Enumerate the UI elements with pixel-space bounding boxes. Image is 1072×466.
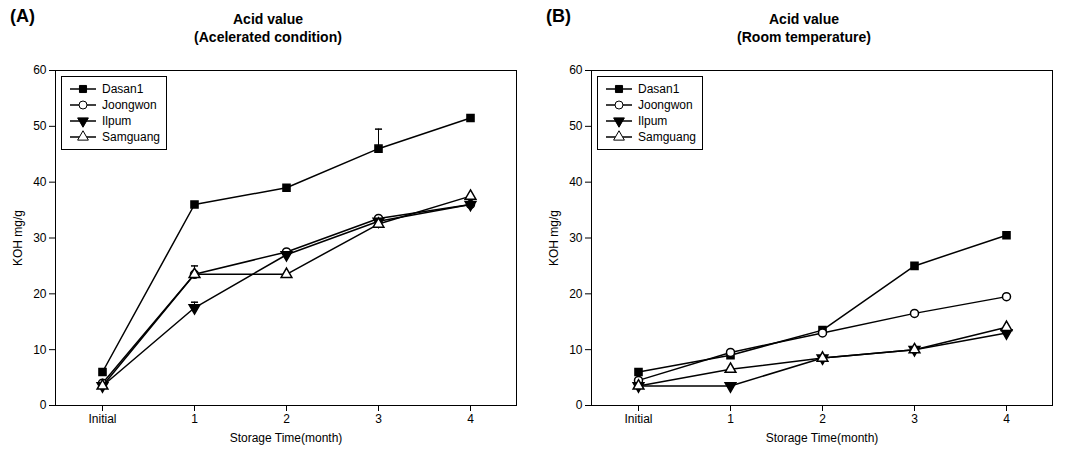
html-text:(Acelerated condition): (Acelerated condition) [194, 29, 342, 45]
svg-text:40: 40 [33, 175, 47, 189]
svg-text:Storage Time(month): Storage Time(month) [230, 431, 343, 445]
svg-text:60: 60 [33, 63, 47, 77]
svg-text:50: 50 [569, 119, 583, 133]
svg-text:Storage Time(month): Storage Time(month) [766, 431, 879, 445]
svg-text:4: 4 [467, 412, 474, 426]
svg-text:60: 60 [569, 63, 583, 77]
html-text:(Room temperature): (Room temperature) [737, 29, 871, 45]
html-text:Acid value: Acid value [769, 11, 839, 27]
svg-text:30: 30 [33, 231, 47, 245]
svg-text:1: 1 [727, 412, 734, 426]
svg-text:40: 40 [569, 175, 583, 189]
html-text:Samguang: Samguang [102, 130, 160, 144]
svg-text:10: 10 [569, 343, 583, 357]
html-text:Dasan1: Dasan1 [638, 82, 680, 96]
svg-text:Initial: Initial [88, 412, 116, 426]
html-text:Ilpum: Ilpum [102, 114, 132, 128]
svg-text:0: 0 [576, 398, 583, 412]
svg-text:50: 50 [33, 119, 47, 133]
html-text:(B): (B) [546, 6, 571, 26]
svg-text:20: 20 [33, 287, 47, 301]
svg-text:Initial: Initial [624, 412, 652, 426]
svg-text:4: 4 [1003, 412, 1010, 426]
svg-text:20: 20 [569, 287, 583, 301]
svg-text:2: 2 [283, 412, 290, 426]
svg-text:10: 10 [33, 343, 47, 357]
html-text:Dasan1: Dasan1 [102, 82, 144, 96]
svg-text:3: 3 [375, 412, 382, 426]
html-text:Ilpum: Ilpum [638, 114, 668, 128]
html-text:Joongwon: Joongwon [102, 98, 157, 112]
svg-text:30: 30 [569, 231, 583, 245]
svg-text:3: 3 [911, 412, 918, 426]
svg-text:0: 0 [40, 398, 47, 412]
svg-text:KOH mg/g: KOH mg/g [11, 210, 25, 266]
svg-text:2: 2 [819, 412, 826, 426]
html-text:Joongwon: Joongwon [638, 98, 693, 112]
html-text:Samguang: Samguang [638, 130, 696, 144]
svg-text:KOH mg/g: KOH mg/g [547, 210, 561, 266]
svg-text:1: 1 [191, 412, 198, 426]
html-text:Acid value: Acid value [233, 11, 303, 27]
html-text:(A): (A) [10, 6, 35, 26]
